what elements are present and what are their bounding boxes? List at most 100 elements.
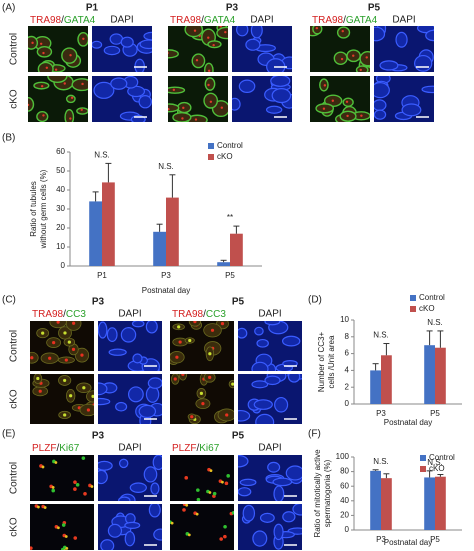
tubule (65, 94, 76, 104)
tubule (86, 390, 94, 403)
micrograph-content (241, 504, 302, 550)
legend-swatch (420, 466, 426, 472)
cell (341, 29, 344, 33)
cell (73, 487, 77, 491)
tubule (253, 399, 273, 410)
tubule (103, 45, 121, 56)
bar (370, 370, 381, 404)
tubule (124, 530, 136, 547)
micrograph (238, 455, 302, 501)
cell (65, 546, 69, 550)
cell (57, 73, 59, 75)
tubule (359, 51, 370, 67)
micrograph-content (170, 321, 229, 365)
stain-label: PLZF/Ki67 (32, 443, 80, 454)
annotation: N.S. (158, 162, 174, 171)
panel-label: (C) (2, 295, 16, 306)
cell (182, 106, 185, 110)
cell (42, 114, 45, 117)
tubule (238, 455, 249, 468)
micrograph-content (92, 31, 152, 72)
error-bar (426, 470, 433, 478)
error-bar (437, 474, 444, 477)
tubule (148, 504, 161, 518)
row-label: Control (9, 330, 20, 362)
tubule (287, 374, 301, 383)
row-label: cKO (9, 89, 20, 109)
cell (172, 88, 176, 92)
x-axis-label: Postnatal day (384, 538, 432, 547)
error-bar (105, 162, 112, 183)
tubule (145, 321, 158, 334)
micrograph (170, 321, 234, 371)
cell (345, 100, 349, 103)
panel-label: (A) (2, 3, 15, 14)
tubule (127, 386, 144, 403)
annotation: N.S. (373, 331, 389, 340)
micrograph-content (32, 374, 94, 419)
tubule (239, 478, 257, 487)
cell (220, 322, 225, 326)
tubule (132, 353, 143, 364)
stain-name: / (201, 15, 204, 26)
y-tick-label: 4 (345, 366, 350, 375)
stain-name: GATA4 (64, 15, 96, 26)
stain-name: TRA98 (30, 15, 62, 26)
error-bar (383, 343, 390, 356)
cell (178, 340, 182, 344)
legend-label: Control (217, 141, 243, 150)
micrograph-content (98, 455, 162, 501)
stain-label: DAPI (258, 443, 281, 454)
bar (102, 182, 115, 266)
tubule (264, 375, 281, 386)
tubule (250, 26, 263, 39)
tubule (271, 87, 292, 104)
tubule (292, 504, 302, 516)
tubule (238, 79, 256, 94)
stain-name: GATA4 (346, 15, 378, 26)
micrograph-content (100, 504, 162, 550)
cell (181, 374, 185, 376)
row-label: Control (9, 462, 20, 494)
stain-name: CC3 (206, 309, 226, 320)
tubule (71, 78, 88, 92)
tubule (139, 39, 152, 50)
cell (81, 82, 84, 86)
cell (196, 488, 200, 492)
tubule (235, 26, 249, 37)
tubule (49, 321, 67, 329)
y-tick-label: 20 (340, 511, 349, 520)
micrograph (238, 321, 302, 371)
cell (223, 534, 227, 539)
bar (435, 347, 446, 404)
bar (424, 345, 435, 404)
tubule (216, 26, 228, 40)
column-header: P3 (226, 3, 239, 14)
tubule (256, 338, 269, 348)
stain-name: GATA4 (204, 15, 236, 26)
legend-swatch (208, 154, 214, 160)
y-axis-label: without germ cells (%) (39, 169, 48, 249)
cell (52, 341, 56, 345)
cell (73, 480, 77, 484)
tubule (282, 511, 296, 523)
cell (181, 117, 184, 120)
stain-name: Ki67 (199, 443, 219, 454)
cell (193, 321, 197, 324)
tubule (274, 396, 289, 413)
tubule (270, 76, 291, 87)
cell (61, 523, 66, 527)
tubule (259, 512, 275, 523)
cell (69, 54, 72, 57)
stain-name: TRA98 (312, 15, 344, 26)
legend-label: cKO (419, 304, 435, 313)
tubule (191, 53, 206, 69)
x-tick-label: P3 (376, 535, 386, 544)
micrograph-content (168, 26, 228, 72)
cell (201, 402, 205, 406)
cell (64, 535, 68, 538)
annotation: N.S. (373, 457, 389, 466)
tubule (64, 108, 75, 122)
stain-label: DAPI (118, 443, 141, 454)
